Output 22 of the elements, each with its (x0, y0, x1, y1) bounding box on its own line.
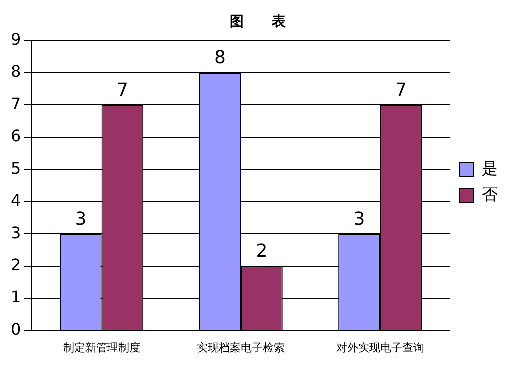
x-tick-label: 实现档案电子检索 (197, 341, 286, 354)
y-tick-label: 7 (10, 94, 22, 114)
x-tick-label: 对外实现电子查询 (336, 341, 424, 354)
legend-label: 是 (482, 159, 498, 178)
data-label: 7 (116, 80, 128, 101)
data-label: 7 (396, 80, 407, 101)
data-label: 3 (75, 208, 87, 230)
legend-label: 否 (482, 185, 498, 204)
y-tick-label: 2 (10, 256, 22, 275)
y-tick-label: 5 (10, 158, 22, 178)
y-tick-label: 9 (10, 30, 22, 49)
data-label: 8 (214, 48, 226, 69)
x-tick-label: 制定新管理制度 (63, 341, 140, 354)
chart-title: 图 表 (230, 14, 287, 30)
y-tick-label: 3 (10, 223, 22, 242)
data-label: 2 (256, 241, 268, 262)
data-label: 3 (354, 208, 366, 230)
y-tick-label: 8 (10, 62, 22, 82)
y-tick-label: 0 (10, 320, 22, 339)
y-tick-label: 6 (10, 126, 22, 146)
y-tick-label: 1 (10, 288, 22, 307)
y-tick-label: 4 (10, 191, 22, 210)
